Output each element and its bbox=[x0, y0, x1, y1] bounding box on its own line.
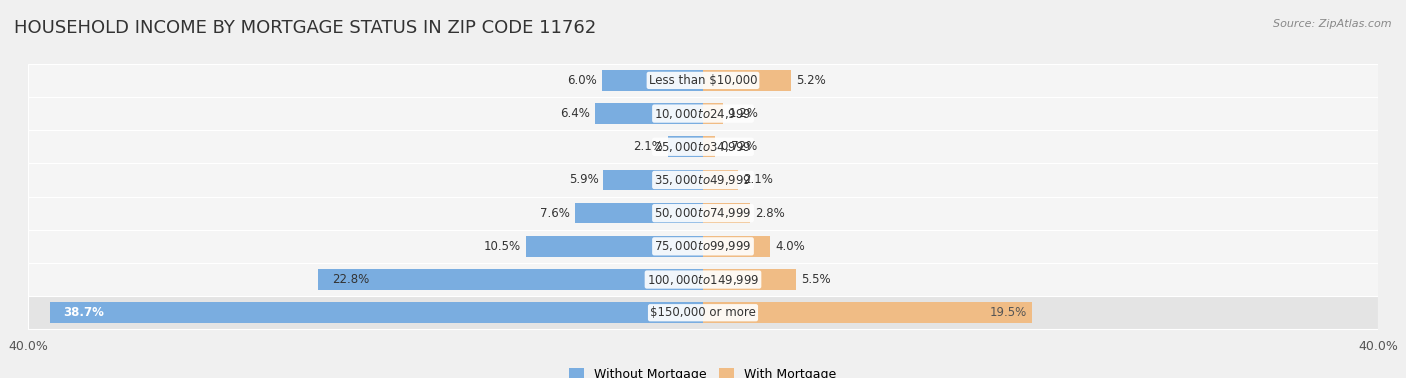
Text: HOUSEHOLD INCOME BY MORTGAGE STATUS IN ZIP CODE 11762: HOUSEHOLD INCOME BY MORTGAGE STATUS IN Z… bbox=[14, 19, 596, 37]
Text: $100,000 to $149,999: $100,000 to $149,999 bbox=[647, 273, 759, 287]
Bar bbox=[28, 230, 1378, 263]
Bar bbox=[28, 64, 1378, 97]
Bar bbox=[703, 103, 723, 124]
Text: $35,000 to $49,999: $35,000 to $49,999 bbox=[654, 173, 752, 187]
Bar bbox=[703, 70, 790, 91]
Text: 1.2%: 1.2% bbox=[728, 107, 758, 120]
Text: 38.7%: 38.7% bbox=[63, 306, 104, 319]
Bar bbox=[28, 197, 1378, 230]
Bar bbox=[703, 136, 716, 157]
Text: 6.4%: 6.4% bbox=[560, 107, 591, 120]
Text: 2.8%: 2.8% bbox=[755, 207, 785, 220]
Text: $50,000 to $74,999: $50,000 to $74,999 bbox=[654, 206, 752, 220]
Text: 2.1%: 2.1% bbox=[744, 174, 773, 186]
Text: $150,000 or more: $150,000 or more bbox=[650, 306, 756, 319]
Text: 2.1%: 2.1% bbox=[633, 140, 662, 153]
Text: 6.0%: 6.0% bbox=[567, 74, 596, 87]
Text: $75,000 to $99,999: $75,000 to $99,999 bbox=[654, 239, 752, 253]
Text: 5.2%: 5.2% bbox=[796, 74, 825, 87]
Bar bbox=[703, 170, 738, 190]
Bar bbox=[575, 203, 703, 223]
Text: Less than $10,000: Less than $10,000 bbox=[648, 74, 758, 87]
Legend: Without Mortgage, With Mortgage: Without Mortgage, With Mortgage bbox=[564, 363, 842, 378]
Bar bbox=[703, 269, 796, 290]
Bar bbox=[318, 269, 703, 290]
Bar bbox=[602, 70, 703, 91]
Bar bbox=[668, 136, 703, 157]
Bar bbox=[28, 296, 1378, 329]
Bar bbox=[28, 263, 1378, 296]
Text: 10.5%: 10.5% bbox=[484, 240, 520, 253]
Text: 5.5%: 5.5% bbox=[801, 273, 831, 286]
Text: 4.0%: 4.0% bbox=[776, 240, 806, 253]
Text: 5.9%: 5.9% bbox=[568, 174, 599, 186]
Text: 7.6%: 7.6% bbox=[540, 207, 569, 220]
Text: 0.72%: 0.72% bbox=[720, 140, 758, 153]
Bar bbox=[595, 103, 703, 124]
Bar bbox=[703, 302, 1032, 323]
Text: $25,000 to $34,999: $25,000 to $34,999 bbox=[654, 140, 752, 154]
Bar bbox=[51, 302, 703, 323]
Text: 19.5%: 19.5% bbox=[990, 306, 1026, 319]
Bar bbox=[603, 170, 703, 190]
Bar bbox=[526, 236, 703, 257]
Bar bbox=[703, 203, 751, 223]
Text: $10,000 to $24,999: $10,000 to $24,999 bbox=[654, 107, 752, 121]
Bar bbox=[28, 97, 1378, 130]
Text: 22.8%: 22.8% bbox=[332, 273, 368, 286]
Bar bbox=[703, 236, 770, 257]
Bar bbox=[28, 163, 1378, 197]
Bar bbox=[28, 130, 1378, 163]
Text: Source: ZipAtlas.com: Source: ZipAtlas.com bbox=[1274, 19, 1392, 29]
